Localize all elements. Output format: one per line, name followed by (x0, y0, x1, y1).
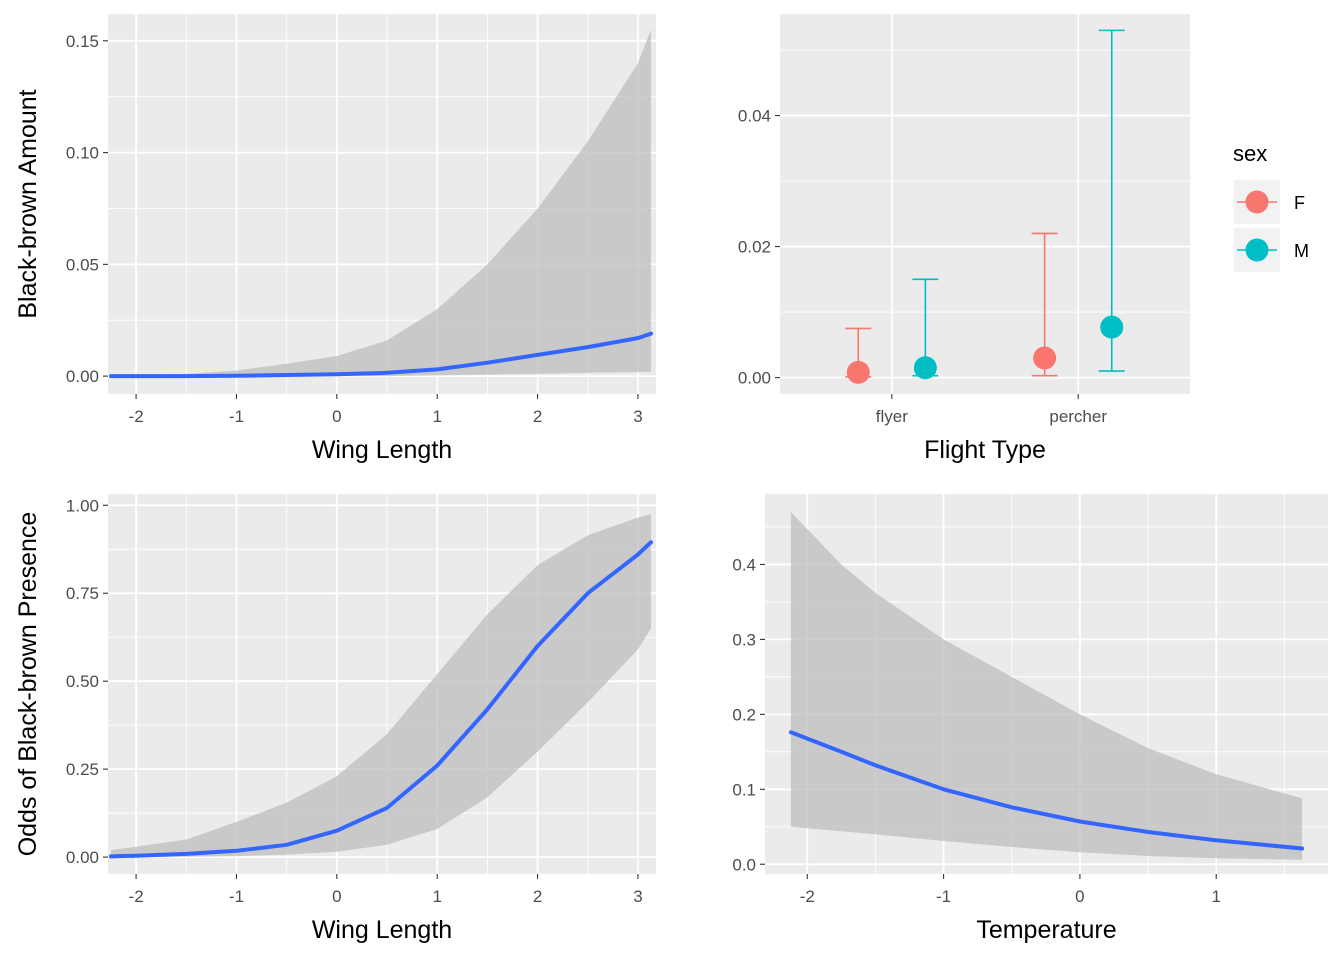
legend-label: F (1294, 193, 1305, 213)
legend: sex F M (1233, 141, 1309, 272)
y-tick-label: 0.75 (66, 584, 99, 603)
x-tick-label: 3 (633, 887, 642, 906)
panel-background (780, 14, 1190, 394)
x-axis-title: Wing Length (312, 916, 452, 944)
y-tick-label: 0.2 (732, 705, 756, 724)
x-tick-label: 0 (332, 887, 341, 906)
y-tick-label: 0.10 (66, 144, 99, 163)
x-tick-label: 0 (332, 407, 341, 426)
x-axis-title: Flight Type (924, 436, 1046, 464)
y-tick-label: 0.4 (732, 555, 756, 574)
y-tick-label: 0.00 (66, 367, 99, 386)
y-tick-label: 0.15 (66, 32, 99, 51)
confidence-ribbon (111, 29, 651, 377)
panel-bottom-right: 0.0 0.1 0.2 0.3 0.4 -2 -1 0 1 Temperature (732, 494, 1328, 944)
x-tick-label: 1 (432, 407, 441, 426)
y-tick-label: 0.04 (738, 107, 771, 126)
x-tick-label: percher (1049, 407, 1107, 426)
y-tick-label: 0.05 (66, 255, 99, 274)
confidence-ribbon (111, 514, 651, 858)
y-tick-label: 1.00 (66, 496, 99, 515)
legend-key-point (1245, 238, 1269, 262)
x-tick-label: 1 (432, 887, 441, 906)
fit-line (109, 540, 653, 859)
x-tick-label: -2 (129, 407, 144, 426)
x-tick-label: flyer (876, 407, 908, 426)
x-axis-title: Temperature (976, 916, 1116, 944)
x-tick-label: -2 (129, 887, 144, 906)
y-tick-label: 0.00 (738, 369, 771, 388)
legend-key-point (1245, 190, 1269, 214)
panel-bottom-left: 0.00 0.25 0.50 0.75 1.00 -2 -1 0 1 2 3 Wing Length O… (14, 494, 656, 944)
confidence-ribbon (790, 512, 1303, 860)
fit-line (788, 730, 1305, 851)
data-point (1100, 315, 1124, 339)
legend-label: M (1294, 241, 1309, 261)
panel-top-left: 0.00 0.05 0.10 0.15 -2 -1 0 1 2 3 Wing Length Black… (14, 14, 656, 464)
y-tick-label: 0.25 (66, 760, 99, 779)
data-point (913, 356, 937, 380)
x-axis-title: Wing Length (312, 436, 452, 464)
y-tick-label: 0.50 (66, 672, 99, 691)
y-tick-label: 0.0 (732, 855, 756, 874)
y-tick-label: 0.1 (732, 780, 756, 799)
x-tick-label: -1 (229, 407, 244, 426)
fit-line (109, 331, 653, 379)
x-tick-label: 3 (633, 407, 642, 426)
y-tick-label: 0.3 (732, 630, 756, 649)
data-point (846, 360, 870, 384)
y-axis-title: Odds of Black-brown Presence (14, 512, 42, 857)
x-tick-label: -1 (229, 887, 244, 906)
data-point (1033, 346, 1057, 370)
x-tick-label: -2 (800, 887, 815, 906)
x-tick-label: 1 (1211, 887, 1220, 906)
y-axis-title: Black-brown Amount (14, 89, 42, 318)
x-tick-label: 0 (1075, 887, 1084, 906)
x-tick-label: 2 (533, 407, 542, 426)
x-tick-label: -1 (936, 887, 951, 906)
x-tick-label: 2 (533, 887, 542, 906)
legend-title: sex (1233, 141, 1267, 166)
y-tick-label: 0.00 (66, 848, 99, 867)
y-tick-label: 0.02 (738, 238, 771, 257)
